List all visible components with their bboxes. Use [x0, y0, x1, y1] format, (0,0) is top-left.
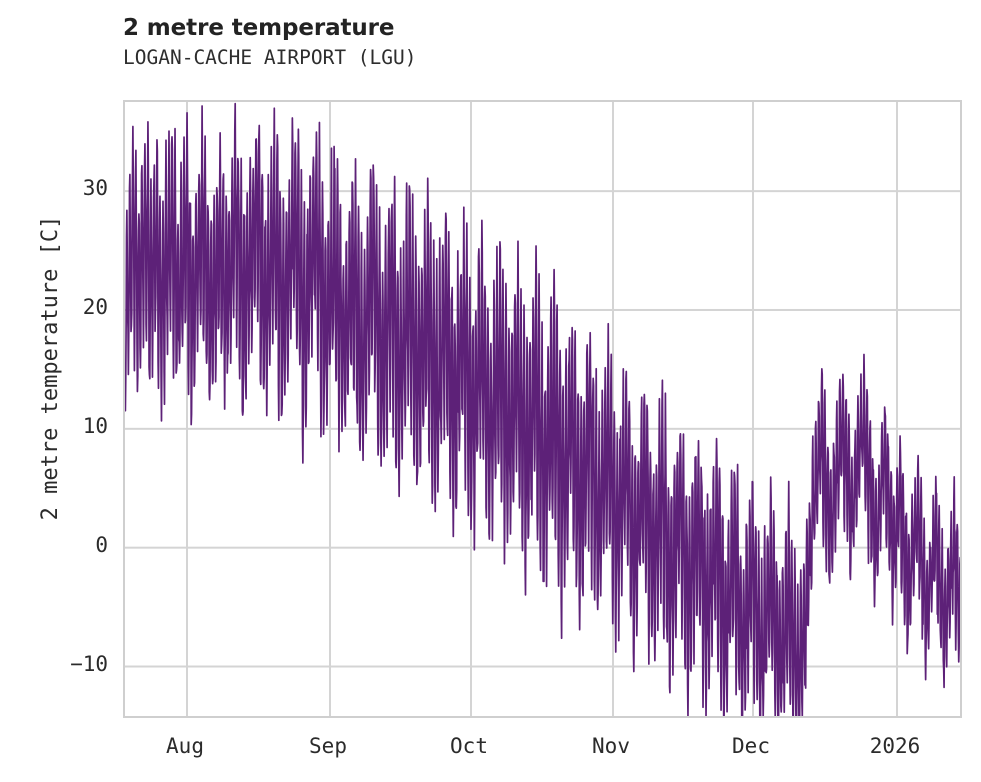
x-tick-label: Dec: [732, 734, 770, 758]
temperature-line: [125, 102, 960, 716]
title-block: 2 metre temperature LOGAN-CACHE AIRPORT …: [123, 14, 963, 71]
y-tick-label: 0: [95, 532, 108, 557]
chart-subtitle: LOGAN-CACHE AIRPORT (LGU): [123, 46, 417, 69]
y-tick-labels: 30 20 10 0 −10: [0, 0, 108, 782]
y-tick-label: 30: [82, 176, 108, 201]
gridline-vertical: [752, 102, 754, 716]
gridline-vertical: [329, 102, 331, 716]
x-tick-label: Sep: [309, 734, 347, 758]
gridline-vertical: [612, 102, 614, 716]
gridline-horizontal: [125, 308, 960, 311]
gridline-horizontal: [125, 665, 960, 668]
y-tick-label: 10: [82, 413, 108, 438]
plot-area: [123, 100, 962, 718]
page-title: 2 metre temperature: [123, 15, 395, 41]
y-tick-label: 20: [82, 294, 108, 319]
temperature-series: [125, 102, 960, 716]
gridline-horizontal: [125, 190, 960, 193]
x-tick-label: Nov: [592, 734, 630, 758]
gridline-vertical: [186, 102, 188, 716]
y-tick-label: −10: [70, 651, 108, 676]
gridline-vertical: [896, 102, 898, 716]
x-tick-label: Oct: [450, 734, 488, 758]
x-tick-label: 2026: [869, 734, 921, 758]
x-tick-label: Aug: [166, 734, 204, 758]
